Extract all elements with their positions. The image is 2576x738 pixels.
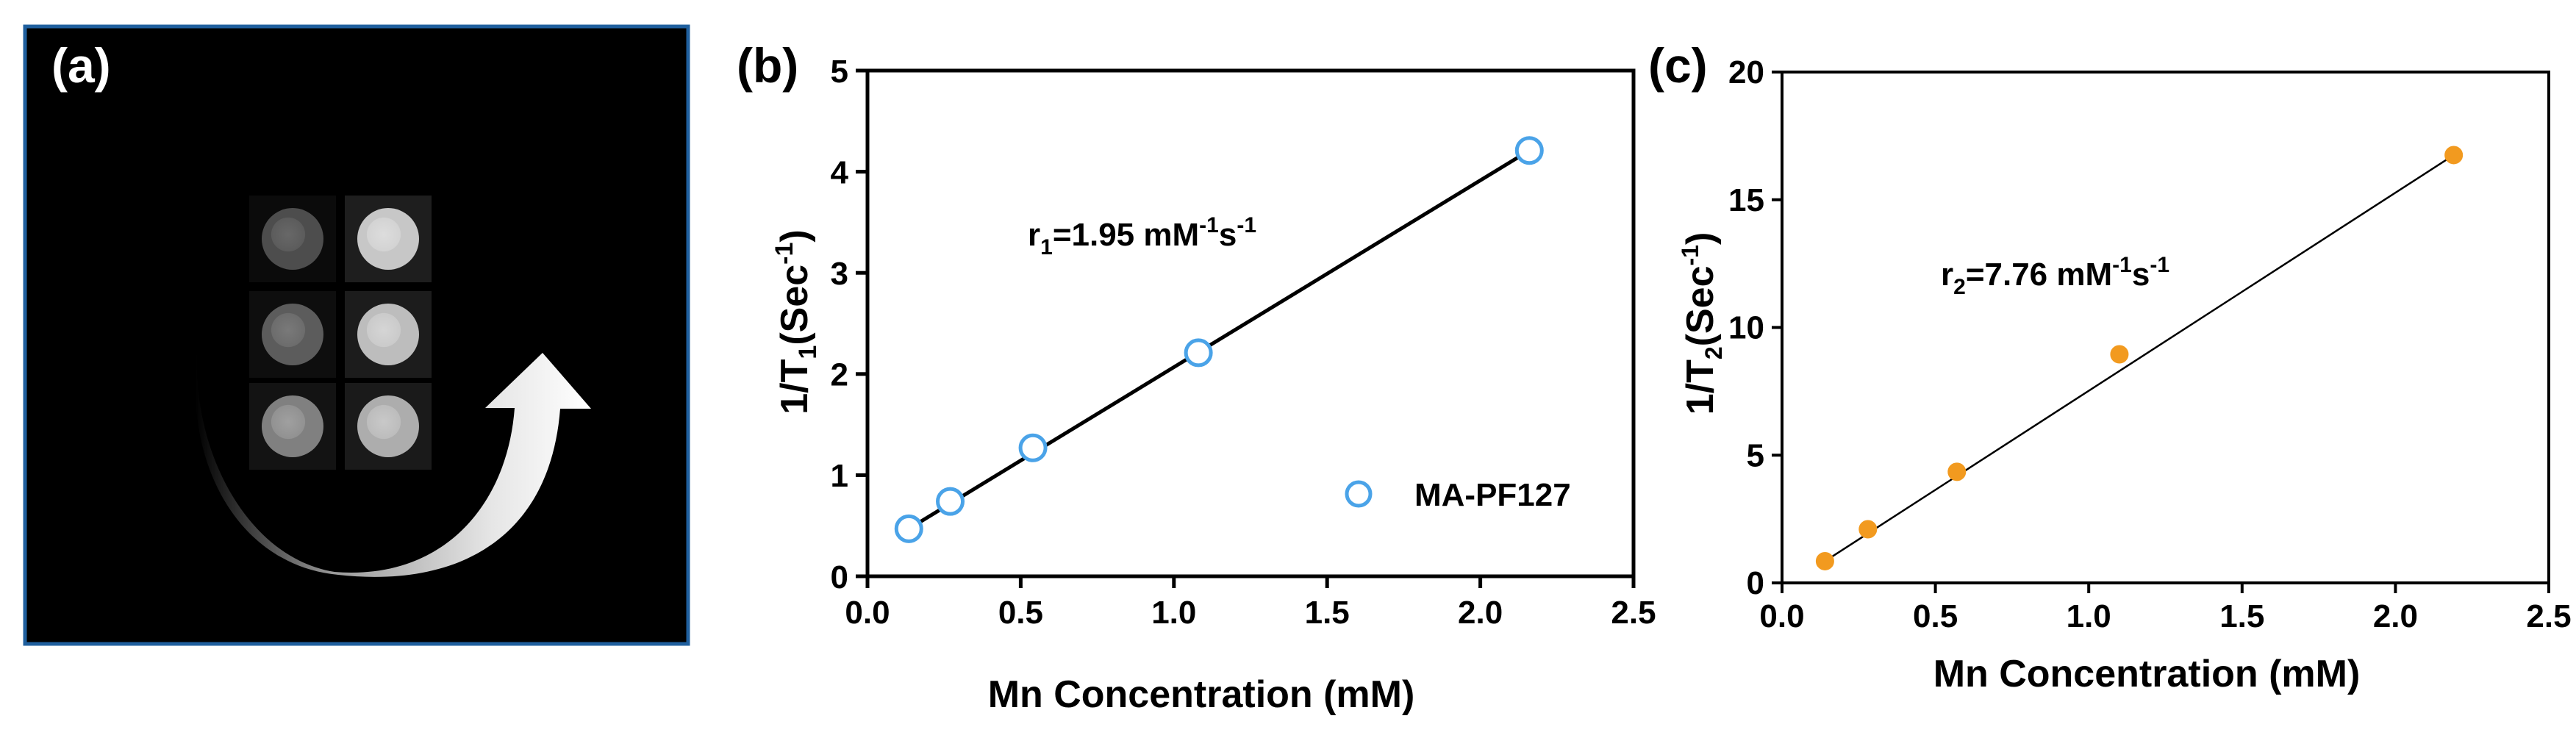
phantom-highlight [366,217,401,252]
data-point [2444,146,2464,165]
fit-line [907,148,1531,531]
x-tick-label: 2.5 [1611,595,1656,631]
data-point [1815,551,1834,570]
chart-c-plot-frame [1781,71,2550,584]
chart-c-ticks: 0.0 0.5 1.0 1.5 2.0 2.5 0 5 10 15 20 [1728,54,2572,634]
chart-c-x-axis-title: Mn Concentration (mM) [1933,653,2361,695]
y-tick-label: 3 [831,256,848,292]
data-point [1018,433,1048,462]
x-tick-label: 0.0 [845,595,890,631]
phantom-highlight [271,404,306,440]
y-tick-label: 0 [1747,565,1764,601]
x-tick-label: 0.5 [998,595,1043,631]
data-point [894,514,923,543]
panel-label-c: (c) [1648,38,1708,93]
x-tick-label: 1.5 [1305,595,1350,631]
chart-b-y-axis-title: 1/T1(Sec-1) [770,229,822,414]
phantom-highlight [366,404,401,440]
data-point [1947,462,1967,481]
phantom-grid [249,196,432,470]
y-tick-label: 5 [1747,437,1764,473]
x-tick-label: 2.0 [1458,595,1503,631]
y-tick-label: 20 [1728,54,1764,90]
panel-label-b: (b) [737,38,798,93]
chart-b-fit-line [907,148,1531,531]
intensity-arrow-icon [195,351,591,577]
chart-b-plot-frame [865,68,1636,578]
legend-label: MA-PF127 [1414,477,1571,513]
legend-marker-open-circle [1345,480,1373,508]
chart-c-r2-annotation: r2=7.76 mM-1s-1 [1941,253,2169,299]
chart-b-points [894,136,1544,543]
x-tick-label: 0.5 [1913,598,1958,634]
chart-c-axes [1781,71,2550,584]
y-tick-label: 4 [831,154,849,190]
chart-c-fit-line [1824,154,2455,562]
phantom-highlight [271,312,306,348]
x-tick-label: 1.5 [2219,598,2264,634]
panel-a-mri-image: (a) [23,24,690,646]
data-point [1514,136,1544,165]
x-tick-label: 0.0 [1759,598,1804,634]
chart-c-y-axis-title: 1/T2(Sec-1) [1677,232,1727,415]
y-tick-label: 10 [1728,310,1764,346]
y-tick-label: 0 [831,559,848,595]
phantom-highlight [271,217,306,252]
panel-b-chart: (b) 0.0 0.5 1.0 1.5 2.0 2.5 0 1 2 3 4 5 r1=1.95 mM-… [737,38,1656,716]
x-tick-label: 2.0 [2373,598,2418,634]
chart-c-points [1815,146,2464,570]
y-tick-label: 2 [831,357,848,393]
chart-b-r1-annotation: r1=1.95 mM-1s-1 [1028,213,1256,259]
data-point [2110,345,2129,364]
panel-c-chart: (c) 0.0 0.5 1.0 1.5 2.0 2.5 0 5 10 15 20 r2=7.76 m… [1648,38,2572,695]
x-tick-label: 1.0 [2067,598,2111,634]
panel-label-a: (a) [51,38,111,93]
chart-b-x-axis-title: Mn Concentration (mM) [988,673,1415,716]
x-tick-label: 2.5 [2526,598,2571,634]
chart-b-axes [865,68,1636,578]
data-point [1184,338,1213,368]
data-point [1858,520,1878,539]
x-tick-label: 1.0 [1151,595,1196,631]
chart-b-ticks: 0.0 0.5 1.0 1.5 2.0 2.5 0 1 2 3 4 5 [831,54,1656,631]
y-tick-label: 15 [1728,182,1764,218]
fit-line [1824,154,2455,562]
y-tick-label: 5 [831,54,848,90]
data-point [936,487,965,516]
phantom-highlight [366,312,401,348]
y-tick-label: 1 [831,458,848,494]
chart-b-legend: MA-PF127 [1345,477,1571,513]
